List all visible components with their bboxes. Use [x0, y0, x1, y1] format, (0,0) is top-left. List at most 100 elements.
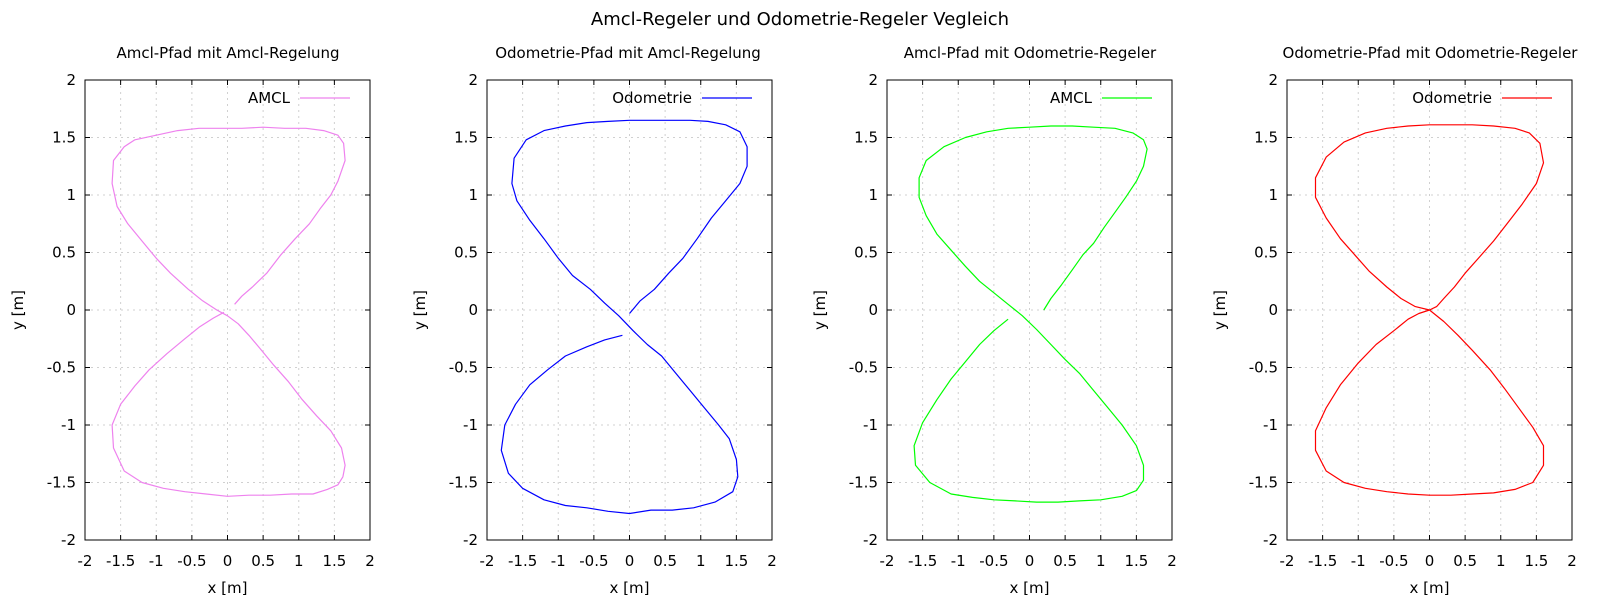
x-tick-label: -1 — [1351, 552, 1366, 570]
subplot-3: Amcl-Pfad mit Odometrie-Regeler-2 -1.5 -1-… — [811, 44, 1177, 597]
subplot-title: Odometrie-Pfad mit Odometrie-Regeler — [1283, 44, 1579, 62]
y-tick-label: 0 — [868, 301, 878, 319]
y-tick-label: 0 — [66, 301, 76, 319]
x-tick-label: -0.5 — [177, 552, 206, 570]
x-tick-label: -2 — [1280, 552, 1295, 570]
figure-title: Amcl-Regeler und Odometrie-Regeler Vegle… — [591, 9, 1009, 30]
y-tick-label: 1.5 — [52, 129, 76, 147]
x-tick-label: -0.5 — [979, 552, 1008, 570]
x-axis-label: x [m] — [610, 579, 650, 597]
y-tick-label: -1 — [1263, 416, 1278, 434]
legend-label: Odometrie — [1412, 89, 1492, 107]
y-tick-label: -2 — [61, 531, 76, 549]
y-tick-label: 1.5 — [1254, 129, 1278, 147]
y-tick-label: -2 — [463, 531, 478, 549]
x-axis-label: x [m] — [208, 579, 248, 597]
y-tick-label: 1.5 — [454, 129, 478, 147]
x-axis-label: x [m] — [1410, 579, 1450, 597]
x-tick-label: -2 — [880, 552, 895, 570]
series-line — [111, 126, 346, 497]
y-tick-label: -2 — [863, 531, 878, 549]
x-tick-label: 1.5 — [1524, 552, 1548, 570]
x-tick-label: 1 — [1096, 552, 1106, 570]
y-tick-label: 0 — [1268, 301, 1278, 319]
subplot-2: Odometrie-Pfad mit Amcl-Regelung -2 -1.5 -1… — [411, 44, 777, 597]
y-tick-label: -1.5 — [449, 474, 478, 492]
x-tick-label: 1.5 — [724, 552, 748, 570]
y-tick-label: 1 — [66, 186, 76, 204]
subplot-title: Amcl-Pfad mit Amcl-Regelung — [116, 44, 339, 62]
x-tick-label: -2 — [78, 552, 93, 570]
x-axis-label: x [m] — [1010, 579, 1050, 597]
x-tick-label: -1.5 — [908, 552, 937, 570]
y-tick-label: 1.5 — [854, 129, 878, 147]
y-axis-label: y [m] — [411, 290, 429, 330]
x-tick-label: -1 — [551, 552, 566, 570]
x-tick-label: 0 — [223, 552, 233, 570]
y-tick-label: 0 — [468, 301, 478, 319]
x-tick-label: -1 — [149, 552, 164, 570]
y-tick-label: 2 — [468, 71, 478, 89]
y-tick-label: -1 — [863, 416, 878, 434]
y-tick-label: 0.5 — [454, 244, 478, 262]
x-tick-label: 0.5 — [251, 552, 275, 570]
x-tick-label: 0 — [1025, 552, 1035, 570]
y-tick-label: -1 — [61, 416, 76, 434]
axes-frame — [886, 79, 1173, 541]
x-tick-label: 1 — [294, 552, 304, 570]
legend-label: AMCL — [248, 89, 291, 107]
x-tick-label: 2 — [767, 552, 777, 570]
x-tick-label: 2 — [1167, 552, 1177, 570]
y-tick-label: -0.5 — [849, 359, 878, 377]
y-tick-label: 2 — [66, 71, 76, 89]
y-tick-label: -1.5 — [47, 474, 76, 492]
series-line — [913, 125, 1148, 503]
y-tick-label: -0.5 — [1249, 359, 1278, 377]
x-tick-label: -1.5 — [1308, 552, 1337, 570]
axes-frame — [1286, 79, 1573, 541]
y-tick-label: 1 — [468, 186, 478, 204]
subplots: Amcl-Pfad mit Amcl-Regelung -2 -1.5 -1 -0.5 0… — [9, 44, 1578, 597]
x-tick-label: -1.5 — [508, 552, 537, 570]
y-tick-label: -1 — [463, 416, 478, 434]
subplot-title: Odometrie-Pfad mit Amcl-Regelung — [495, 44, 761, 62]
y-tick-label: -1.5 — [849, 474, 878, 492]
y-tick-label: 0.5 — [1254, 244, 1278, 262]
x-tick-label: -1.5 — [106, 552, 135, 570]
y-tick-label: 0.5 — [52, 244, 76, 262]
y-axis-label: y [m] — [811, 290, 829, 330]
y-tick-label: -2 — [1263, 531, 1278, 549]
x-tick-label: 2 — [1567, 552, 1577, 570]
x-tick-label: 0 — [625, 552, 635, 570]
x-tick-label: -0.5 — [1379, 552, 1408, 570]
x-tick-label: 1 — [696, 552, 706, 570]
subplot-title: Amcl-Pfad mit Odometrie-Regeler — [904, 44, 1157, 62]
y-tick-label: -0.5 — [449, 359, 478, 377]
x-tick-label: -1 — [951, 552, 966, 570]
x-tick-label: 1.5 — [322, 552, 346, 570]
x-tick-label: 0 — [1425, 552, 1435, 570]
legend-label: Odometrie — [612, 89, 692, 107]
y-tick-label: 1 — [868, 186, 878, 204]
x-tick-label: -0.5 — [579, 552, 608, 570]
y-tick-label: -1.5 — [1249, 474, 1278, 492]
series-line — [1314, 124, 1545, 496]
y-tick-label: 0.5 — [854, 244, 878, 262]
x-tick-label: 2 — [365, 552, 375, 570]
legend-label: AMCL — [1050, 89, 1093, 107]
x-tick-label: 0.5 — [653, 552, 677, 570]
y-tick-label: -0.5 — [47, 359, 76, 377]
subplot-4: Odometrie-Pfad mit Odometrie-Regeler -2 -1… — [1211, 44, 1578, 597]
axes-frame — [84, 79, 371, 541]
x-tick-label: 1 — [1496, 552, 1506, 570]
x-tick-label: 0.5 — [1453, 552, 1477, 570]
axes-frame — [486, 79, 773, 541]
y-axis-label: y [m] — [1211, 290, 1229, 330]
y-axis-label: y [m] — [9, 290, 27, 330]
x-tick-label: -2 — [480, 552, 495, 570]
series-line — [500, 119, 748, 515]
x-tick-label: 1.5 — [1124, 552, 1148, 570]
y-tick-label: 1 — [1268, 186, 1278, 204]
subplot-1: Amcl-Pfad mit Amcl-Regelung -2 -1.5 -1 -0.5 0… — [9, 44, 375, 597]
